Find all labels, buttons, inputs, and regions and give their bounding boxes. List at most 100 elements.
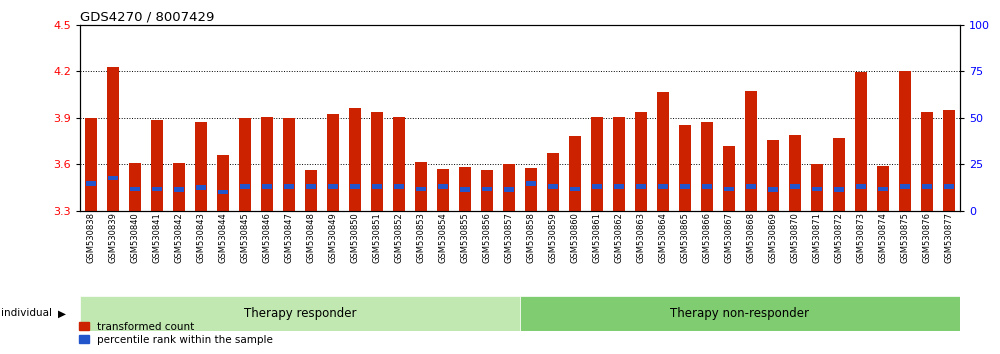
Text: GSM530860: GSM530860	[570, 212, 580, 263]
Text: GSM530846: GSM530846	[262, 212, 272, 263]
Bar	[520, 296, 960, 331]
Text: GSM530856: GSM530856	[482, 212, 492, 263]
Text: GSM530872: GSM530872	[834, 212, 844, 263]
Bar	[547, 153, 559, 211]
Text: GSM530845: GSM530845	[240, 212, 250, 263]
Text: GSM530852: GSM530852	[394, 212, 404, 263]
Bar	[570, 187, 580, 191]
Bar	[196, 185, 206, 190]
Text: GSM530868: GSM530868	[746, 212, 756, 263]
Text: GSM530862: GSM530862	[614, 212, 624, 263]
Text: GSM530849: GSM530849	[328, 212, 338, 263]
Text: GSM530851: GSM530851	[372, 212, 382, 263]
Bar	[459, 167, 471, 211]
Bar	[922, 184, 932, 189]
Bar	[174, 187, 184, 192]
Bar	[702, 184, 712, 189]
Bar	[789, 135, 801, 211]
Text: GSM530861: GSM530861	[592, 212, 602, 263]
Bar	[723, 145, 735, 211]
Bar	[877, 166, 889, 211]
Bar	[217, 155, 229, 211]
Bar	[658, 184, 668, 189]
Bar	[724, 187, 734, 191]
Bar	[679, 125, 691, 211]
Text: GSM530875: GSM530875	[900, 212, 910, 263]
Text: Therapy responder: Therapy responder	[244, 307, 356, 320]
Text: GSM530843: GSM530843	[196, 212, 206, 263]
Bar	[416, 187, 426, 191]
Text: GSM530871: GSM530871	[812, 212, 822, 263]
Bar	[811, 164, 823, 211]
Bar	[438, 184, 448, 189]
Bar	[833, 138, 845, 211]
Bar	[239, 118, 251, 211]
Text: GSM530853: GSM530853	[416, 212, 426, 263]
Text: GSM530855: GSM530855	[460, 212, 470, 263]
Text: GSM530841: GSM530841	[152, 212, 162, 263]
Bar	[613, 117, 625, 211]
Text: GSM530839: GSM530839	[108, 212, 118, 263]
Bar	[526, 181, 536, 186]
Legend: transformed count, percentile rank within the sample: transformed count, percentile rank withi…	[75, 318, 277, 349]
Text: GSM530842: GSM530842	[175, 212, 184, 263]
Bar	[328, 184, 338, 189]
Text: GSM530859: GSM530859	[548, 212, 558, 263]
Text: GSM530863: GSM530863	[637, 212, 646, 263]
Bar	[680, 184, 690, 189]
Bar	[943, 110, 955, 211]
Bar	[371, 112, 383, 211]
Bar	[657, 92, 669, 211]
Bar	[218, 190, 228, 194]
Bar	[701, 121, 713, 211]
Bar	[856, 184, 866, 189]
Bar	[569, 136, 581, 211]
Text: GDS4270 / 8007429: GDS4270 / 8007429	[80, 11, 214, 24]
Text: GSM530873: GSM530873	[856, 212, 866, 263]
Bar	[635, 112, 647, 211]
Text: GSM530877: GSM530877	[944, 212, 954, 263]
Bar	[482, 187, 492, 191]
Bar	[130, 187, 140, 191]
Text: individual: individual	[1, 308, 52, 318]
Bar	[790, 184, 800, 189]
Bar	[812, 187, 822, 191]
Bar	[944, 184, 954, 189]
Bar	[327, 114, 339, 211]
Text: GSM530874: GSM530874	[879, 212, 888, 263]
Bar	[503, 164, 515, 211]
Bar	[86, 181, 96, 186]
Bar	[151, 120, 163, 211]
Bar	[261, 117, 273, 211]
Bar	[921, 112, 933, 211]
Text: GSM530865: GSM530865	[680, 212, 690, 263]
Bar	[306, 184, 316, 189]
Bar	[393, 117, 405, 211]
Text: GSM530848: GSM530848	[306, 212, 316, 263]
Bar	[152, 187, 162, 191]
Text: GSM530858: GSM530858	[526, 212, 536, 263]
Bar	[262, 184, 272, 189]
Bar	[899, 71, 911, 211]
Bar	[240, 184, 250, 189]
Bar	[746, 184, 756, 189]
Bar	[394, 184, 404, 189]
Bar	[504, 187, 514, 192]
Text: GSM530864: GSM530864	[658, 212, 668, 263]
Bar	[767, 140, 779, 211]
Text: GSM530869: GSM530869	[768, 212, 778, 263]
Bar	[108, 176, 118, 181]
Bar	[460, 187, 470, 192]
Text: GSM530857: GSM530857	[505, 212, 514, 263]
Bar	[195, 121, 207, 211]
Text: GSM530850: GSM530850	[351, 212, 360, 263]
Bar	[350, 184, 360, 189]
Bar	[636, 184, 646, 189]
Bar	[900, 184, 910, 189]
Text: GSM530870: GSM530870	[790, 212, 800, 263]
Bar	[437, 169, 449, 211]
Text: GSM530847: GSM530847	[285, 212, 294, 263]
Text: GSM530844: GSM530844	[218, 212, 228, 263]
Text: Therapy non-responder: Therapy non-responder	[670, 307, 810, 320]
Bar	[591, 117, 603, 211]
